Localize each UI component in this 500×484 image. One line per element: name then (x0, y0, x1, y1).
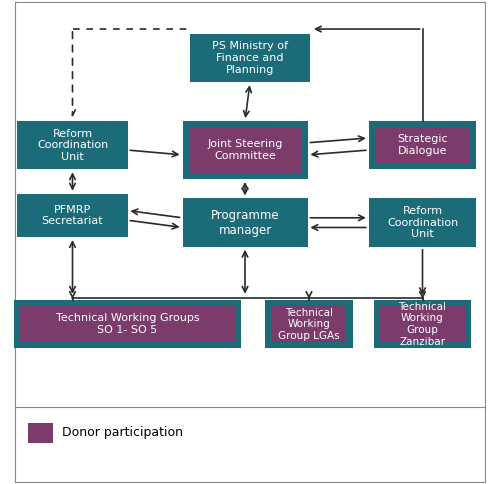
Text: Donor participation: Donor participation (62, 426, 182, 439)
FancyBboxPatch shape (182, 198, 308, 247)
FancyBboxPatch shape (14, 300, 241, 348)
FancyBboxPatch shape (18, 194, 128, 237)
FancyBboxPatch shape (28, 423, 52, 443)
FancyBboxPatch shape (380, 306, 465, 342)
FancyBboxPatch shape (182, 121, 308, 179)
Text: PS Ministry of
Finance and
Planning: PS Ministry of Finance and Planning (212, 42, 288, 75)
Text: Technical
Working
Group LGAs: Technical Working Group LGAs (278, 308, 340, 341)
FancyBboxPatch shape (18, 121, 128, 169)
FancyBboxPatch shape (272, 306, 346, 342)
FancyBboxPatch shape (368, 198, 476, 247)
FancyBboxPatch shape (189, 127, 301, 173)
Text: Technical Working Groups
SO 1- SO 5: Technical Working Groups SO 1- SO 5 (56, 314, 200, 335)
Text: Strategic
Dialogue: Strategic Dialogue (397, 135, 448, 156)
Text: Joint Steering
Committee: Joint Steering Committee (208, 139, 282, 161)
Text: Programme
manager: Programme manager (210, 209, 280, 237)
FancyBboxPatch shape (265, 300, 353, 348)
FancyBboxPatch shape (368, 121, 476, 169)
Text: PFMRP
Secretariat: PFMRP Secretariat (42, 205, 104, 226)
FancyBboxPatch shape (375, 127, 470, 163)
Text: Reform
Coordination
Unit: Reform Coordination Unit (387, 206, 458, 239)
Text: Technical
Working
Group
Zanzibar: Technical Working Group Zanzibar (398, 302, 446, 347)
FancyBboxPatch shape (374, 300, 471, 348)
Text: Reform
Coordination
Unit: Reform Coordination Unit (37, 129, 108, 162)
FancyBboxPatch shape (190, 34, 310, 82)
FancyBboxPatch shape (20, 306, 235, 342)
